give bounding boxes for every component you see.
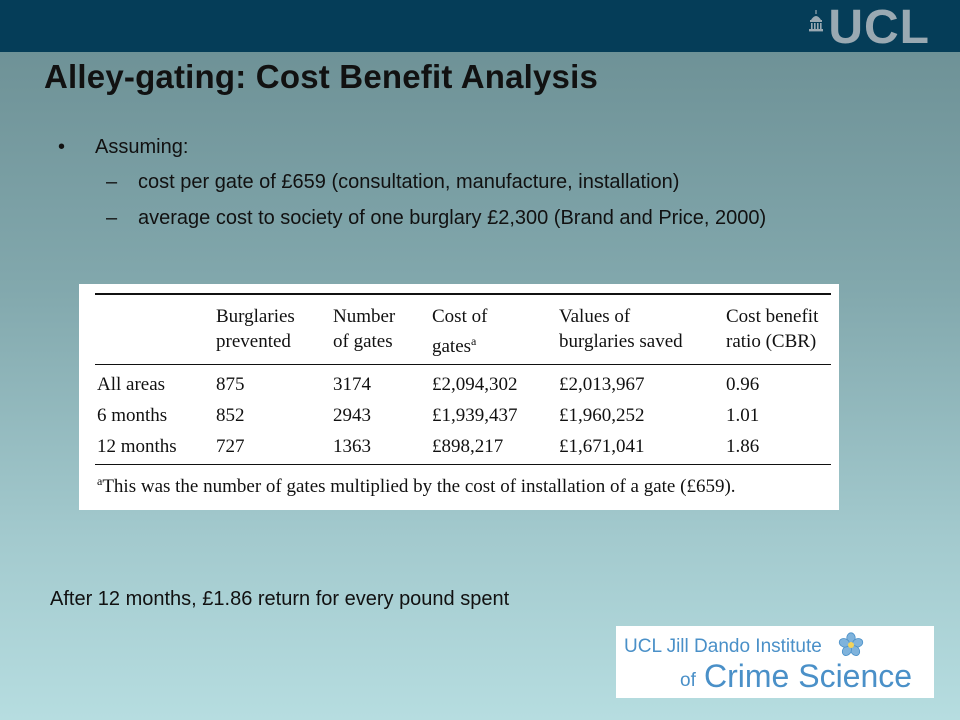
slide-title: Alley-gating: Cost Benefit Analysis	[44, 58, 599, 95]
dash-icon: –	[106, 170, 118, 193]
header-cost-of-gates: Cost of gatesa	[432, 304, 487, 359]
cell-cost: £898,217	[432, 436, 504, 457]
institute-name-line: UCL Jill Dando Institute	[624, 636, 822, 657]
header-cbr: Cost benefit ratio (CBR)	[726, 304, 818, 354]
cell-cost: £1,939,437	[432, 405, 518, 426]
cell-cbr: 1.01	[726, 405, 760, 426]
conclusion-text: After 12 months, £1.86 return for every …	[50, 588, 510, 610]
flower-icon	[838, 632, 864, 656]
jill-dando-institute-logo: UCL Jill Dando Institute of Crime Scienc…	[616, 626, 934, 698]
header-line: Cost benefit	[726, 306, 819, 327]
cell-value: £1,960,252	[559, 405, 645, 426]
header-burglaries-prevented: Burglaries prevented	[216, 304, 295, 354]
header-values-saved: Values of burglaries saved	[559, 304, 683, 354]
row-label: All areas	[97, 374, 166, 395]
table-footnote: aThis was the number of gates multiplied…	[97, 474, 736, 498]
top-bar: UCL	[0, 0, 960, 52]
cell-prevented: 727	[216, 436, 245, 457]
cell-gates: 2943	[333, 405, 371, 426]
header-line: Burglaries	[216, 306, 295, 327]
ucl-logo-text: UCL	[828, 1, 930, 54]
assumptions-list: • Assuming: – cost per gate of £659 (con…	[58, 133, 766, 233]
subpoint-item: – average cost to society of one burglar…	[106, 203, 766, 233]
subpoint-item: – cost per gate of £659 (consultation, m…	[106, 167, 766, 197]
header-line: of gates	[333, 331, 393, 352]
header-line: ratio (CBR)	[726, 331, 817, 352]
cell-cbr: 1.86	[726, 436, 760, 457]
header-line: Number	[333, 306, 396, 327]
header-line: gatesa	[432, 329, 487, 359]
crime-science-text: Crime Science	[704, 658, 913, 694]
subpoint-text: cost per gate of £659 (consultation, man…	[138, 170, 680, 193]
cell-value: £1,671,041	[559, 436, 645, 457]
cell-prevented: 852	[216, 405, 245, 426]
footnote-text: This was the number of gates multiplied …	[102, 476, 736, 497]
header-line-text: gates	[432, 336, 472, 357]
bullet-item: • Assuming:	[58, 133, 766, 161]
cell-prevented: 875	[216, 374, 245, 395]
bullet-dot-icon: •	[58, 135, 66, 158]
row-label: 6 months	[97, 405, 168, 426]
header-line: burglaries saved	[559, 331, 683, 352]
cell-cbr: 0.96	[726, 374, 760, 395]
table-header-rule	[95, 364, 831, 365]
header-line: Cost of	[432, 306, 488, 327]
footnote-marker: a	[471, 334, 477, 348]
dash-icon: –	[106, 206, 118, 229]
subpoint-text: average cost to society of one burglary …	[138, 206, 767, 229]
cell-gates: 1363	[333, 436, 371, 457]
ucl-logo: UCL	[808, 1, 930, 54]
footnote-marker: a	[97, 474, 103, 488]
table-bottom-rule	[95, 464, 831, 465]
cell-cost: £2,094,302	[432, 374, 518, 395]
row-label: 12 months	[97, 436, 177, 457]
cell-value: £2,013,967	[559, 374, 645, 395]
table-top-rule	[95, 293, 831, 295]
institute-of-text: of	[680, 670, 696, 691]
bullet-text: Assuming:	[95, 135, 189, 158]
cell-gates: 3174	[333, 374, 371, 395]
ucl-dome-icon	[809, 10, 824, 32]
header-line: Values of	[559, 306, 631, 327]
header-line: prevented	[216, 331, 291, 352]
cost-benefit-table: Burglaries prevented Number of gates Cos…	[79, 284, 839, 510]
header-number-of-gates: Number of gates	[333, 304, 395, 354]
